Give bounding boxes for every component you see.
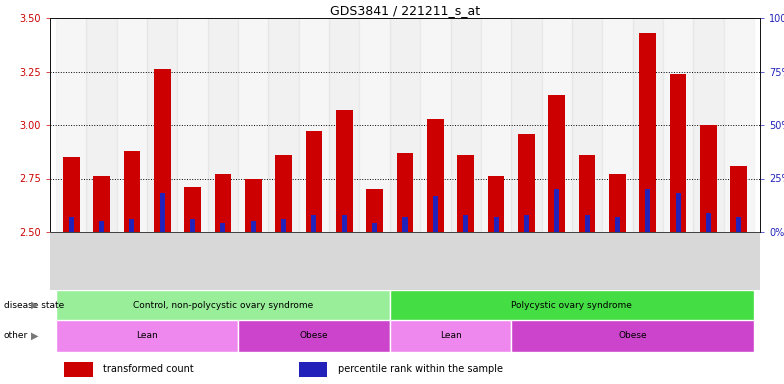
Bar xyxy=(731,166,747,232)
Bar xyxy=(524,215,529,232)
Bar xyxy=(208,18,238,232)
Bar xyxy=(342,215,347,232)
Bar xyxy=(306,131,322,232)
Bar xyxy=(670,74,687,232)
Bar xyxy=(402,217,408,232)
Text: Polycystic ovary syndrome: Polycystic ovary syndrome xyxy=(511,301,633,310)
Bar xyxy=(251,221,256,232)
Text: Obese: Obese xyxy=(299,331,328,341)
Bar xyxy=(93,176,110,232)
Bar xyxy=(481,18,511,232)
Bar xyxy=(147,18,177,232)
Bar xyxy=(518,134,535,232)
Bar xyxy=(390,320,511,352)
Text: ▶: ▶ xyxy=(31,331,38,341)
Bar xyxy=(311,215,317,232)
Bar xyxy=(329,18,360,232)
Bar xyxy=(177,18,208,232)
Bar xyxy=(63,157,80,232)
Bar xyxy=(736,217,741,232)
Bar xyxy=(160,194,165,232)
Text: percentile rank within the sample: percentile rank within the sample xyxy=(338,364,503,374)
Bar xyxy=(275,155,292,232)
Bar xyxy=(215,174,231,232)
Bar xyxy=(724,18,754,232)
Bar xyxy=(372,223,377,232)
Bar xyxy=(676,194,681,232)
Bar xyxy=(585,215,590,232)
Text: Obese: Obese xyxy=(619,331,647,341)
Title: GDS3841 / 221211_s_at: GDS3841 / 221211_s_at xyxy=(330,4,480,17)
Text: Control, non-polycystic ovary syndrome: Control, non-polycystic ovary syndrome xyxy=(132,301,313,310)
Bar xyxy=(238,18,268,232)
Bar xyxy=(579,155,595,232)
Bar xyxy=(511,18,542,232)
Bar xyxy=(390,290,754,320)
Bar xyxy=(493,217,499,232)
Bar xyxy=(238,320,390,352)
Bar xyxy=(693,18,724,232)
Bar xyxy=(336,110,353,232)
Bar xyxy=(154,70,171,232)
Bar xyxy=(433,195,437,232)
Bar xyxy=(602,18,633,232)
Bar xyxy=(69,217,74,232)
Bar xyxy=(56,290,390,320)
Text: other: other xyxy=(4,331,28,341)
Text: Lean: Lean xyxy=(136,331,158,341)
Bar xyxy=(268,18,299,232)
Bar xyxy=(117,18,147,232)
Bar xyxy=(129,219,134,232)
Bar xyxy=(299,361,327,376)
Bar xyxy=(640,33,656,232)
Bar xyxy=(360,18,390,232)
Bar xyxy=(457,155,474,232)
Bar xyxy=(64,361,93,376)
Bar xyxy=(463,215,468,232)
Bar xyxy=(190,219,195,232)
Text: transformed count: transformed count xyxy=(103,364,194,374)
Bar xyxy=(663,18,693,232)
Bar xyxy=(615,217,620,232)
Bar xyxy=(451,18,481,232)
Bar xyxy=(245,179,262,232)
Text: disease state: disease state xyxy=(4,301,64,310)
Bar xyxy=(56,18,86,232)
Text: ▶: ▶ xyxy=(31,300,38,310)
Bar xyxy=(281,219,286,232)
Bar xyxy=(427,119,444,232)
Bar xyxy=(86,18,117,232)
Bar xyxy=(299,18,329,232)
Bar xyxy=(56,320,238,352)
Bar xyxy=(420,18,451,232)
Bar xyxy=(390,18,420,232)
Bar xyxy=(366,189,383,232)
Bar xyxy=(554,189,559,232)
Bar xyxy=(397,153,413,232)
Bar xyxy=(700,125,717,232)
Bar xyxy=(99,221,104,232)
Bar xyxy=(548,95,565,232)
Text: Lean: Lean xyxy=(440,331,462,341)
Bar xyxy=(706,213,711,232)
Bar xyxy=(609,174,626,232)
Bar xyxy=(124,151,140,232)
Bar xyxy=(542,18,572,232)
Bar xyxy=(572,18,602,232)
Bar xyxy=(488,176,504,232)
Bar xyxy=(184,187,201,232)
Bar xyxy=(220,223,226,232)
Bar xyxy=(511,320,754,352)
Bar xyxy=(645,189,650,232)
Bar xyxy=(633,18,663,232)
